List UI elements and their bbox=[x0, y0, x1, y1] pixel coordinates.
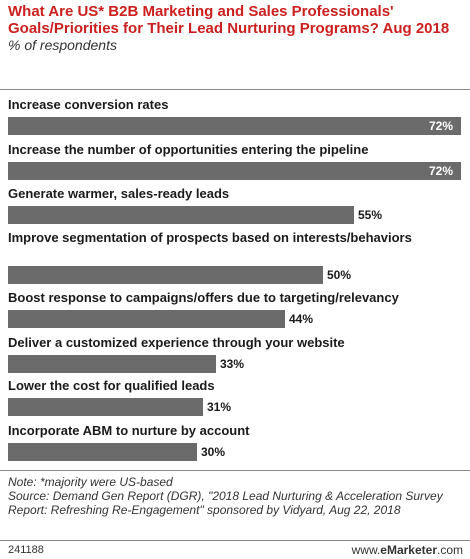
bar bbox=[8, 355, 216, 373]
category-label: Boost response to campaigns/offers due t… bbox=[8, 290, 399, 305]
chart-header: What Are US* B2B Marketing and Sales Pro… bbox=[8, 3, 463, 54]
brand-name: eMarketer bbox=[380, 543, 437, 557]
category-label: Generate warmer, sales-ready leads bbox=[8, 186, 230, 201]
bar bbox=[8, 162, 461, 180]
category-label: Increase conversion rates bbox=[8, 97, 169, 112]
bar bbox=[8, 398, 203, 416]
value-label: 72% bbox=[429, 164, 454, 178]
top-divider bbox=[0, 89, 470, 90]
brand-prefix: www. bbox=[351, 543, 381, 557]
bar bbox=[8, 206, 354, 224]
category-label: Deliver a customized experience through … bbox=[8, 335, 345, 350]
brand-logo[interactable]: www.eMarketer.com bbox=[352, 543, 463, 557]
chart-footer: Note: *majority were US-based Source: De… bbox=[8, 475, 463, 517]
chart-id: 241188 bbox=[8, 544, 44, 556]
category-label: Incorporate ABM to nurture by account bbox=[8, 423, 250, 438]
category-label: Improve segmentation of prospects based … bbox=[8, 230, 412, 245]
bottom-bar: 241188 www.eMarketer.com bbox=[8, 543, 463, 558]
bar-chart: Increase conversion rates 72% Increase the… bbox=[8, 97, 461, 461]
value-label: 33% bbox=[220, 357, 245, 371]
chart-title: What Are US* B2B Marketing and Sales Pro… bbox=[8, 3, 450, 37]
category-label: Lower the cost for qualified leads bbox=[8, 378, 215, 393]
bar bbox=[8, 310, 285, 328]
value-label: 55% bbox=[358, 208, 383, 222]
value-label: 72% bbox=[429, 119, 454, 133]
footnote: Note: *majority were US-based bbox=[8, 475, 173, 489]
bar bbox=[8, 117, 461, 135]
value-label: 50% bbox=[327, 268, 352, 282]
category-label: Increase the number of opportunities ent… bbox=[8, 142, 369, 157]
bar bbox=[8, 266, 323, 284]
footer-divider bbox=[0, 470, 470, 471]
bar bbox=[8, 443, 197, 461]
chart-subtitle: % of respondents bbox=[8, 37, 117, 53]
brand-suffix: .com bbox=[436, 543, 463, 557]
value-label: 44% bbox=[289, 312, 314, 326]
value-label: 30% bbox=[201, 445, 226, 459]
bottom-divider bbox=[0, 540, 470, 541]
source-note: Source: Demand Gen Report (DGR), "2018 L… bbox=[8, 489, 443, 517]
value-label: 31% bbox=[207, 400, 232, 414]
